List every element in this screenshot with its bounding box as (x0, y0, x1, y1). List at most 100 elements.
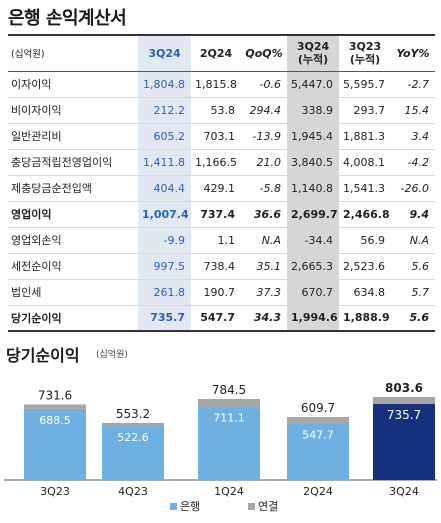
table-row: 비이자이익 212.2 53.8 294.4 338.9 293.7 15.4 (8, 97, 435, 124)
table-cell: 261.8 (138, 279, 191, 306)
bar-consolidated (287, 417, 349, 424)
table-cell: -26.0 (391, 175, 435, 202)
table-cell: 1.1 (191, 227, 241, 254)
table-cell: 1,881.3 (339, 123, 391, 150)
row-label: 법인세 (8, 279, 138, 306)
table-row: 영업외손익 -9.9 1.1 N.A -34.4 56.9 N.A (8, 227, 435, 254)
table-cell: 703.1 (191, 123, 241, 150)
bar-bank (287, 423, 349, 480)
legend-swatch-bank (170, 503, 177, 510)
table-cell: N.A (391, 227, 435, 254)
income-statement-table: (십억원) 3Q24 2Q24 QoQ% 3Q24 (누적) 3Q23 (누적) Y… (8, 34, 435, 332)
table-cell: 738.4 (191, 253, 241, 280)
table-cell: 15.4 (391, 97, 435, 124)
row-label: 충당금적립전영업이익 (8, 149, 138, 176)
table-cell: N.A (241, 227, 287, 254)
table-row: 영업이익 1,007.4 737.4 36.6 2,699.7 2,466.8 9.4 (8, 201, 435, 228)
table-cell: 5.6 (391, 305, 435, 332)
table-cell: 2,699.7 (287, 201, 339, 228)
table-cell: 34.3 (241, 305, 287, 332)
table-cell: 1,994.6 (287, 305, 339, 332)
col-header: 3Q24 (누적) (287, 34, 339, 72)
data-label-bank: 688.5 (39, 414, 71, 427)
table-cell: 3,840.5 (287, 149, 339, 176)
section-title: 당기순이익 (6, 346, 80, 365)
row-label: 이자이익 (8, 71, 138, 98)
table-cell: 190.7 (191, 279, 241, 306)
table-row: 세전순이익 997.5 738.4 35.1 2,665.3 2,523.6 5.6 (8, 253, 435, 280)
table-row: 제충당금순전입액 404.4 429.1 -5.8 1,140.8 1,541.3 -26.… (8, 175, 435, 202)
bar-consolidated (102, 422, 164, 427)
page-title: 은행 손익계산서 (8, 8, 127, 29)
table-cell: 5,595.7 (339, 71, 391, 98)
table-cell: 404.4 (138, 175, 191, 202)
data-label-bank: 522.6 (117, 431, 149, 444)
data-label-total: 784.5 (212, 383, 246, 397)
data-label-bank: 547.7 (302, 428, 334, 441)
table-cell: 9.4 (391, 201, 435, 228)
bar-bank (24, 408, 86, 480)
table-cell: 53.8 (191, 97, 241, 124)
table-cell: 1,007.4 (138, 201, 191, 228)
table-cell: 4,008.1 (339, 149, 391, 176)
row-label: 일반관리비 (8, 123, 138, 150)
table-row: 일반관리비 605.2 703.1 -13.9 1,945.4 1,881.3 3.4 (8, 123, 435, 150)
table-cell: 21.0 (241, 149, 287, 176)
table-cell: 5,447.0 (287, 71, 339, 98)
table-cell: 2,665.3 (287, 253, 339, 280)
table-cell: -34.4 (287, 227, 339, 254)
bar-consolidated (198, 398, 260, 407)
bar-bank (373, 404, 435, 480)
table-cell: 997.5 (138, 253, 191, 280)
data-label-bank: 711.1 (213, 412, 245, 425)
table-cell: -13.9 (241, 123, 287, 150)
unit-label: (십억원) (8, 34, 138, 72)
table-row: 당기순이익 735.7 547.7 34.3 1,994.6 1,888.9 5.6 (8, 305, 435, 332)
table-cell: -0.6 (241, 71, 287, 98)
table-cell: 338.9 (287, 97, 339, 124)
table-cell: 293.7 (339, 97, 391, 124)
bar-consolidated (24, 404, 86, 409)
row-label: 영업이익 (8, 201, 138, 228)
legend-swatch-consolidated (248, 503, 255, 510)
table-cell: -9.9 (138, 227, 191, 254)
table-cell: -4.2 (391, 149, 435, 176)
bar-bank (198, 406, 260, 480)
row-label: 영업외손익 (8, 227, 138, 254)
table-row: 법인세 261.8 190.7 37.3 670.7 634.8 5.7 (8, 279, 435, 306)
table-cell: 1,140.8 (287, 175, 339, 202)
table-cell: 1,815.8 (191, 71, 241, 98)
table-cell: 1,541.3 (339, 175, 391, 202)
net-income-chart: 688.5 731.6 3Q23 522.6 553.2 4Q23 711.1 784.5 1Q… (4, 381, 437, 513)
table-cell: 212.2 (138, 97, 191, 124)
table-cell: 1,888.9 (339, 305, 391, 332)
bar-bank (102, 426, 164, 480)
table-cell: 1,166.5 (191, 149, 241, 176)
col-header: 2Q24 (191, 34, 241, 72)
col-header: QoQ% (241, 34, 287, 72)
x-tick-label: 3Q23 (40, 485, 70, 498)
chart-unit-label: (십억원) (96, 350, 128, 360)
data-label-total: 609.7 (301, 401, 335, 415)
table-cell: 670.7 (287, 279, 339, 306)
table-row: 이자이익 1,804.8 1,815.8 -0.6 5,447.0 5,595.7 -2.7 (8, 71, 435, 98)
col-header: YoY% (391, 34, 435, 72)
row-label: 당기순이익 (8, 305, 138, 332)
table-cell: 429.1 (191, 175, 241, 202)
table-cell: -2.7 (391, 71, 435, 98)
row-label: 비이자이익 (8, 97, 138, 124)
x-tick-label: 1Q24 (214, 485, 244, 498)
table-cell: 634.8 (339, 279, 391, 306)
legend-label-bank: 은행 (180, 500, 200, 513)
data-label-bank: 735.7 (387, 408, 421, 422)
table-cell: 37.3 (241, 279, 287, 306)
x-tick-label: 2Q24 (303, 485, 333, 498)
data-label-total: 731.6 (38, 388, 72, 402)
table-cell: 605.2 (138, 123, 191, 150)
table-cell: 294.4 (241, 97, 287, 124)
col-header: 3Q24 (138, 34, 191, 72)
table-cell: -5.8 (241, 175, 287, 202)
x-tick-label: 3Q24 (389, 485, 419, 498)
table-cell: 5.7 (391, 279, 435, 306)
legend-label-consolidated: 연결 (258, 500, 278, 513)
